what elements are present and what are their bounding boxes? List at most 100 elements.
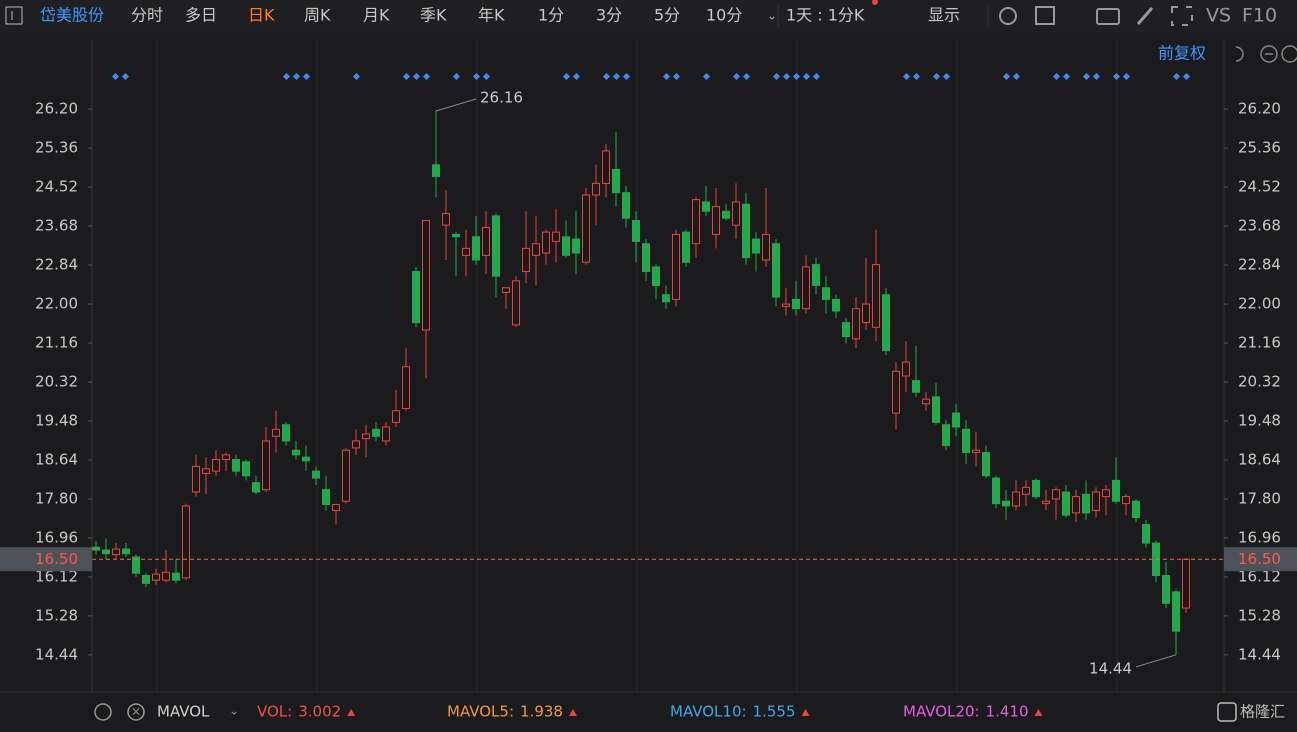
period-tab[interactable]: 1分 [538, 6, 564, 25]
candle-body [432, 164, 440, 177]
dropdown-arrow[interactable]: ⌄ [229, 704, 239, 718]
event-marker [942, 72, 951, 81]
settings-icon[interactable] [999, 7, 1017, 25]
candle-body [752, 238, 760, 254]
candle-body [422, 220, 430, 331]
candle-body [172, 572, 180, 581]
candle-body [362, 433, 370, 440]
period-tab[interactable]: 周K [304, 6, 331, 25]
candle-body [792, 298, 800, 310]
candle-body [312, 470, 320, 479]
f10-button[interactable]: F10 [1242, 5, 1277, 27]
candle-body [202, 468, 210, 474]
candle-body [952, 412, 960, 428]
candle-body [842, 322, 850, 338]
candle-body [1172, 591, 1180, 632]
current-price-box [0, 547, 92, 572]
dropdown-arrow[interactable]: ⌄ [767, 9, 777, 23]
candle-body [302, 456, 310, 462]
candle-body [742, 203, 750, 259]
candle-body [942, 424, 950, 447]
menu-icon[interactable] [5, 6, 23, 25]
period-tab[interactable]: 年K [478, 6, 505, 25]
y-tick-label: 17.80 [35, 489, 78, 507]
y-tick-label: 14.44 [35, 645, 78, 663]
camera-icon[interactable] [1096, 8, 1120, 25]
toolbar [0, 0, 1297, 32]
zoom-out-icon[interactable] [1260, 45, 1278, 63]
period-tab[interactable]: 日K [248, 6, 275, 25]
indicator-value: 1.410 [986, 703, 1029, 721]
candle-body [192, 465, 200, 493]
candle-body [132, 556, 140, 574]
period-tab[interactable]: 分时 [131, 6, 163, 25]
y-tick-label: 25.36 [35, 139, 78, 157]
period-tab[interactable]: 月K [363, 6, 390, 25]
zoom-in-icon[interactable] [1281, 45, 1297, 63]
event-markers [111, 72, 1191, 81]
candle-body [1082, 493, 1090, 514]
interval-select[interactable]: 1天 : 1分K [786, 6, 865, 25]
candle-body [412, 271, 420, 324]
candle-body [232, 459, 240, 472]
candle-body [732, 201, 740, 226]
logo-text: 格隆汇 [1240, 703, 1285, 721]
candle-body [622, 192, 630, 219]
indicator-close-icon[interactable] [127, 703, 145, 721]
event-marker [562, 72, 571, 81]
notice-dot [872, 0, 878, 5]
indicator-trend [801, 709, 810, 716]
candle-body [122, 548, 130, 555]
candle-body [772, 243, 780, 298]
candle-body [602, 150, 610, 184]
candle-body [912, 380, 920, 393]
event-marker [772, 72, 781, 81]
candle-body [722, 210, 730, 219]
y-tick-label: 24.52 [35, 178, 78, 196]
y-tick-label-right: 23.68 [1238, 217, 1281, 235]
stock-name[interactable]: 岱美股份 [40, 6, 104, 25]
display-button[interactable]: 显示 [928, 6, 960, 25]
pen-icon[interactable] [1136, 7, 1154, 25]
fullscreen-icon[interactable] [1171, 6, 1193, 26]
candle-body [612, 168, 620, 194]
event-marker [452, 72, 461, 81]
candle-body [542, 231, 550, 254]
period-tab[interactable]: 季K [420, 6, 447, 25]
candle-body [1072, 496, 1080, 514]
y-tick-label: 19.48 [35, 411, 78, 429]
event-marker [111, 72, 120, 81]
candle-body [102, 549, 110, 555]
y-tick-label: 21.16 [35, 334, 78, 352]
current-price-box-right [1224, 547, 1297, 572]
y-tick-label-right: 17.80 [1238, 489, 1281, 507]
indicator-settings-icon[interactable] [94, 703, 112, 721]
adjust-select[interactable]: 前复权 [1158, 44, 1206, 63]
candle-body [692, 199, 700, 245]
period-tab[interactable]: 5分 [654, 6, 680, 25]
period-tab[interactable]: 3分 [596, 6, 622, 25]
candle-body [342, 449, 350, 502]
indicator-value: 1.938 [520, 703, 563, 721]
vs-button[interactable]: VS [1206, 5, 1231, 27]
candle-body [272, 428, 280, 437]
frame-icon[interactable] [1035, 6, 1055, 25]
y-tick-label-right: 22.00 [1238, 295, 1281, 313]
min-label: 14.44 [1089, 659, 1132, 677]
candle-body [632, 220, 640, 242]
period-tab[interactable]: 多日 [185, 6, 217, 25]
candle-body [462, 247, 470, 256]
candle-body [1012, 491, 1020, 507]
reset-icon[interactable] [1235, 46, 1244, 62]
candle-body [582, 194, 590, 263]
y-tick-label-right: 25.36 [1238, 139, 1281, 157]
period-tab[interactable]: 10分 [706, 6, 742, 25]
event-marker [902, 72, 911, 81]
candle-body [572, 238, 580, 254]
y-tick-label: 16.96 [35, 528, 78, 546]
candle-body [252, 482, 260, 493]
min-leader [1135, 654, 1177, 668]
candle-body [112, 548, 120, 556]
indicator-name[interactable]: MAVOL [157, 703, 210, 721]
candle-body [972, 449, 980, 454]
